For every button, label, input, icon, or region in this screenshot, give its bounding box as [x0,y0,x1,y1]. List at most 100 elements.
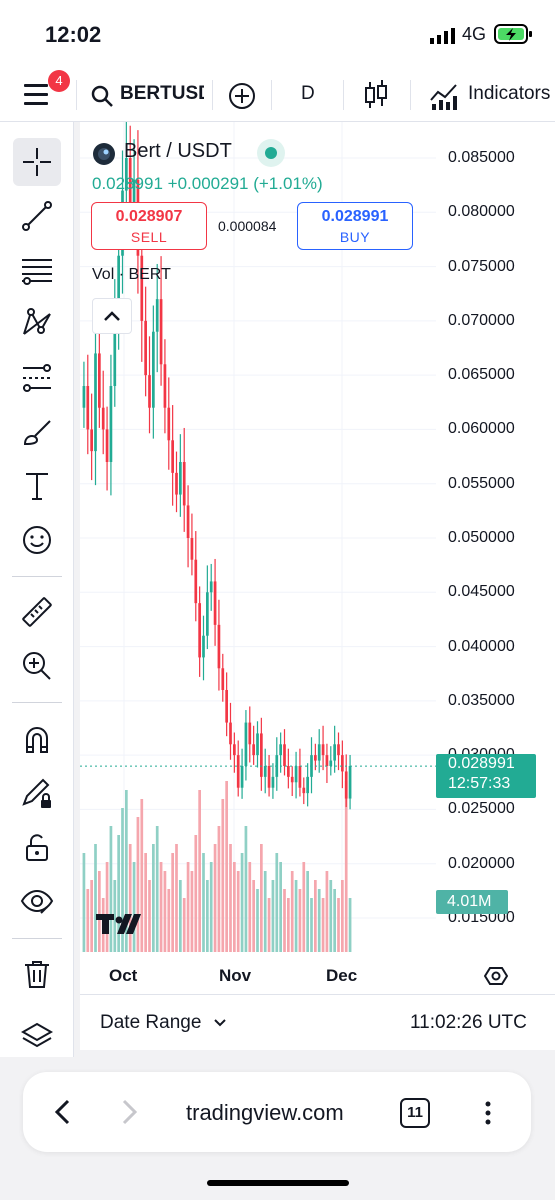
date-range-button[interactable]: Date Range [100,1012,227,1034]
volume-bar [86,889,90,952]
volume-bar [321,898,325,952]
zoom-in-tool[interactable] [13,642,61,690]
pattern-tool[interactable] [13,300,61,348]
back-icon[interactable] [53,1098,73,1126]
address-bar[interactable]: tradingview.com [186,1100,344,1125]
interval-button[interactable]: D [301,83,315,104]
prediction-tool[interactable] [13,354,61,402]
candle-body [101,407,105,430]
tradingview-logo-part [117,914,132,934]
volume-bar [221,799,225,952]
candle-body [171,440,174,473]
indicators-label[interactable]: Indicators [468,83,551,104]
remove-drawings-tool[interactable] [13,950,61,998]
y-tick-label: 0.025000 [448,800,515,818]
more-options-icon[interactable] [483,1100,493,1126]
notification-badge: 4 [48,70,70,92]
indicators-button[interactable] [428,80,460,112]
candle-body [198,603,201,658]
menu-button[interactable] [18,78,58,112]
candle-body [290,776,294,783]
candle-body [256,733,259,756]
forward-icon[interactable] [119,1098,139,1126]
battery-charging-icon [494,24,532,44]
buy-button[interactable]: 0.028991 BUY [297,202,413,250]
divider [271,80,272,110]
volume-bar [225,781,228,952]
lock-drawings-tool[interactable] [13,770,61,818]
top-toolbar: 4 BERTUSDT D Indicators [0,68,555,122]
crosshair-tool[interactable] [13,138,61,186]
unlock-tool[interactable] [13,824,61,872]
candle-body [148,375,151,408]
candle-body [348,766,352,799]
y-tick-label: 0.050000 [448,529,515,546]
fib-tool[interactable] [13,246,61,294]
divider [410,80,411,110]
volume-bar [105,862,109,952]
volume-bar [275,853,279,952]
pattern-icon [23,308,51,335]
volume-bar [217,826,221,952]
volume-bar [341,880,344,952]
home-indicator [207,1180,349,1186]
volume-bar [283,889,286,952]
tradingview-logo-part [102,914,109,934]
volume-bar [82,853,86,952]
volume-legend[interactable]: Vol · BERT [92,266,171,283]
y-tick-label: 0.065000 [448,366,515,384]
brush-tool[interactable] [13,408,61,456]
y-tick-label: 0.070000 [448,311,515,329]
x-tick-oct: Oct [109,966,138,985]
timezone-clock[interactable]: 11:02:26 UTC [410,1012,527,1033]
text-tool[interactable] [13,462,61,510]
volume-bar [182,898,186,952]
symbol-title[interactable]: Bert / USDT [124,140,232,162]
trend-line-tool[interactable] [13,192,61,240]
compare-button[interactable] [226,80,258,112]
drawing-toolbar [0,122,74,1057]
magnet-tool[interactable] [13,716,61,764]
tradingview-logo-part [115,916,123,924]
chart-pane[interactable]: Bert / USDT 0.028991 +0.000291 (+1.01%) … [80,122,555,1050]
price-chart[interactable] [80,122,555,994]
y-tick-label: 0.035000 [448,691,515,709]
network-type: 4G [462,24,487,44]
volume-bar [186,862,190,952]
visibility-tool[interactable] [13,878,61,926]
collapse-legend-button[interactable] [92,298,132,334]
candle-body [240,766,244,788]
object-tree-tool[interactable] [13,1020,61,1056]
chart-type-button[interactable] [362,78,390,112]
measure-tool[interactable] [13,588,61,636]
sell-button[interactable]: 0.028907 SELL [91,202,207,250]
candle-body [244,722,248,766]
brush-icon [23,420,51,446]
symbol-name[interactable]: BERTUSDT [120,83,204,104]
symbol-search-button[interactable] [86,76,206,114]
last-price: 0.028991 [92,174,163,193]
tabs-button[interactable]: 11 [400,1098,430,1128]
volume-bar [263,871,267,952]
settings-icon[interactable] [484,964,508,988]
candle-body [202,635,205,658]
candle-body [113,320,117,386]
tradingview-logo-part [126,914,141,934]
volume-bar [198,790,201,952]
candle-body [325,755,329,766]
market-status-icon[interactable] [256,138,286,168]
x-tick-dec: Dec [326,966,358,985]
volume-bar [159,862,163,952]
candle-body [283,744,286,766]
volume-bar [144,853,147,952]
candle-body [306,776,309,794]
volume-bar [302,862,306,952]
candle-body [128,158,132,213]
candle-body [209,581,213,593]
zoom-in-icon [23,652,51,680]
emoji-tool[interactable] [13,516,61,564]
price-change: +0.000291 [167,174,249,193]
sell-price: 0.028907 [115,208,183,225]
volume-bar [194,835,198,952]
volume-label: 4.01M [436,890,508,914]
